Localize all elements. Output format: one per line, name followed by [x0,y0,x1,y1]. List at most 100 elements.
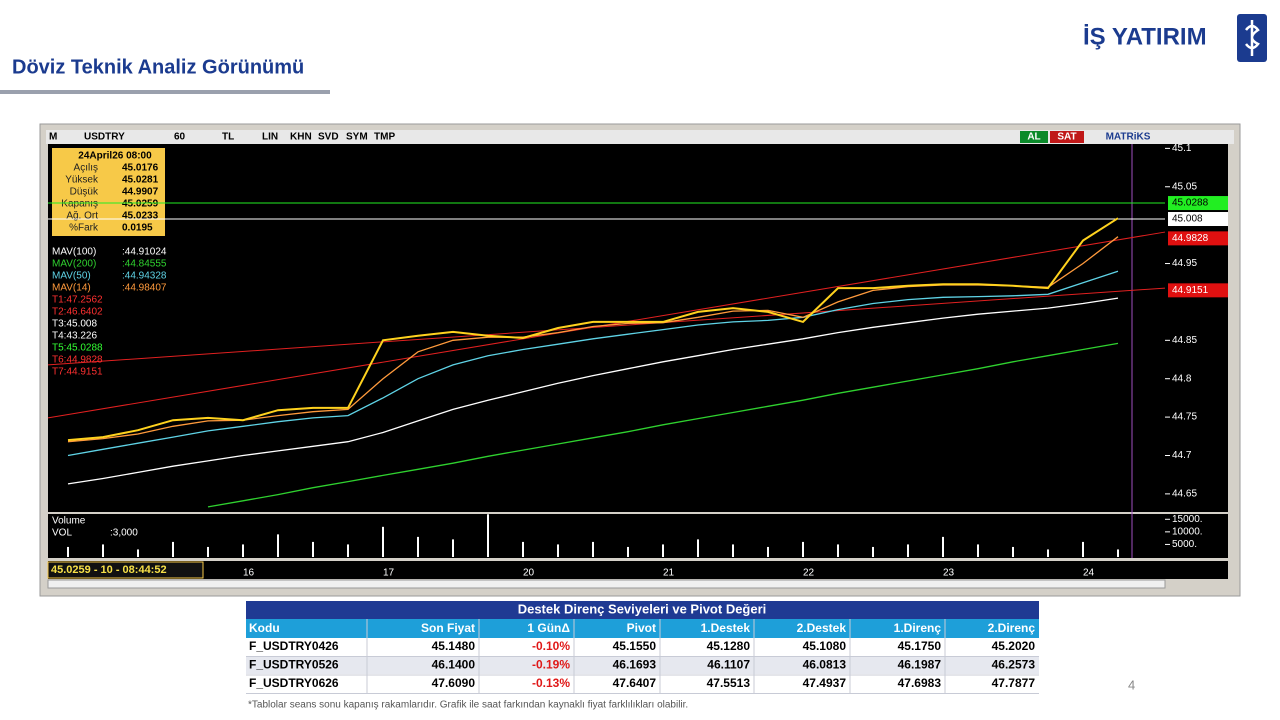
price-tag [1168,283,1228,298]
x-tick-label: 17 [383,568,395,579]
volume-bar [942,536,944,557]
price-tag [1168,212,1228,227]
table-header-cell: 1.Direnç [894,621,942,635]
volume-bar [662,544,664,557]
trend-label: T6:44.9828 [52,355,103,366]
y-tick-label: 44.95 [1172,258,1197,269]
status-bar [48,561,1228,579]
table-cell: 47.4937 [803,676,847,690]
x-tick-label: 22 [803,568,815,579]
table-cell: 46.1987 [898,658,942,672]
sell-button[interactable]: SAT [1057,132,1076,143]
buy-button[interactable]: AL [1027,132,1040,143]
series-line [67,297,1119,485]
volume-bar [522,541,524,557]
table-cell: 45.1480 [432,639,476,653]
menu-button[interactable]: M [49,132,57,143]
volume-bar [697,539,699,557]
table-cell: 46.0813 [803,658,847,672]
info-label: Yüksek [65,175,99,186]
toolbar-button[interactable]: LIN [262,132,278,143]
y-tick-label: 45.05 [1172,181,1197,192]
table-title: Destek Direnç Seviyeleri ve Pivot Değeri [518,601,767,616]
volume-tick-label: 5000. [1172,539,1197,550]
page-number: 4 [1128,677,1135,692]
table-header-cell: 2.Direnç [988,621,1036,635]
currency[interactable]: TL [222,132,234,143]
volume-bar [837,544,839,557]
toolbar-button[interactable]: SVD [318,132,339,143]
price-tag-label: 45.0288 [1172,198,1209,209]
legend-value: :44.91024 [122,247,167,258]
table-cell: -0.19% [532,658,570,672]
volume-title: Volume [52,516,86,527]
slide-title: Döviz Teknik Analiz Görünümü [12,56,304,78]
legend-name: MAV(200) [52,259,96,270]
volume-bar [242,544,244,557]
table-cell: 47.7877 [992,676,1036,690]
volume-tick-label: 10000. [1172,526,1203,537]
status-text: 45.0259 - 10 - 08:44:52 [51,564,167,576]
x-tick-label: 16 [243,568,255,579]
logo-text: İŞ YATIRIM [1083,23,1207,50]
legend-name: MAV(100) [52,247,96,258]
table-cell: F_USDTRY0526 [249,658,339,672]
x-tick-label: 23 [943,568,955,579]
plot-area [48,144,1165,512]
table-cell: 45.1080 [803,639,847,653]
symbol[interactable]: USDTRY [84,132,125,143]
volume-bar [627,546,629,557]
buy-button-bg[interactable] [1020,131,1048,143]
price-tag [1168,231,1228,246]
volume-bar [1047,549,1049,557]
footnote: *Tablolar seans sonu kapanış rakamlarıdı… [248,700,688,711]
volume-bar [802,541,804,557]
info-value: 45.0233 [122,211,159,222]
y-tick-label: 45.1 [1172,143,1192,154]
table-cell: 47.5513 [707,676,751,690]
trend-label: T7:44.9151 [52,367,103,378]
period[interactable]: 60 [174,132,186,143]
volume-bar [172,541,174,557]
info-label: Düşük [70,187,99,198]
logo-mark [1245,20,1260,56]
sell-button-bg[interactable] [1050,131,1084,143]
table-header-cell: Kodu [249,621,280,635]
info-label: Kapanış [61,199,98,210]
table-cell: 47.6090 [432,676,476,690]
table-cell: F_USDTRY0626 [249,676,339,690]
volume-bar [347,544,349,557]
toolbar-button[interactable]: TMP [374,132,395,143]
volume-bar [872,546,874,557]
y-tick-label: 44.7 [1172,450,1192,461]
table-title-bg [246,601,1039,619]
series-line [67,217,1119,442]
scrollbar[interactable] [47,579,1166,589]
status-box [47,561,204,579]
table-cell: -0.13% [532,676,570,690]
table-header-cell: 1 GünΔ [527,621,570,635]
table-cell: 45.1750 [898,639,942,653]
volume-bar [767,546,769,557]
trend-label: T1:47.2562 [52,295,103,306]
volume-bar [417,536,419,557]
volume-bar [277,534,279,557]
price-tag-label: 45.008 [1172,214,1203,225]
table-cell: 46.1693 [613,658,657,672]
info-value: 45.0281 [122,175,159,186]
info-label: Ağ. Ort [66,211,98,222]
table-cell: -0.10% [532,639,570,653]
price-tag [1168,196,1228,211]
toolbar-button[interactable]: KHN [290,132,312,143]
volume-bar [1012,546,1014,557]
table-cell: 47.6983 [898,676,942,690]
toolbar-button[interactable]: SYM [346,132,368,143]
title-underline [0,90,330,94]
y-tick-label: 44.65 [1172,489,1197,500]
volume-bar [487,514,489,557]
info-box [52,148,165,236]
info-value: 0.0195 [122,223,153,234]
legend-value: :44.94328 [122,271,167,282]
